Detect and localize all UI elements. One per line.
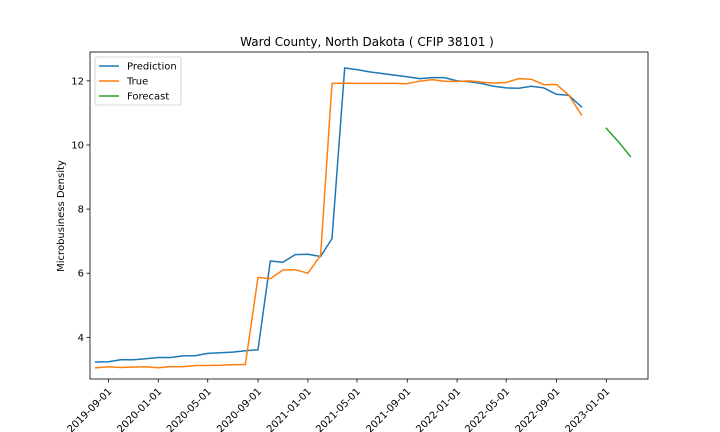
series-lines bbox=[94, 67, 632, 369]
y-axis-label: Microbusiness Density bbox=[56, 160, 67, 272]
legend-label-true: True bbox=[126, 77, 148, 88]
y-tick-label: 8 bbox=[78, 205, 84, 216]
legend: Prediction True Forecast bbox=[94, 56, 182, 106]
y-tick-label: 10 bbox=[71, 140, 84, 151]
legend-label-prediction: Prediction bbox=[127, 62, 177, 73]
legend-label-forecast: Forecast bbox=[127, 92, 169, 103]
legend-entries: Prediction True Forecast bbox=[99, 62, 177, 103]
chart-title: Ward County, North Dakota ( CFIP 38101 ) bbox=[240, 35, 494, 49]
legend-box bbox=[94, 56, 182, 106]
y-tick-label: 12 bbox=[71, 76, 84, 87]
series-line-true bbox=[94, 77, 583, 369]
y-tick-label: 6 bbox=[78, 269, 84, 280]
series-line-forecast bbox=[605, 127, 632, 158]
y-axis-ticks: 4 6 8 10 12 bbox=[71, 76, 90, 344]
series-line-prediction bbox=[94, 67, 583, 363]
y-tick-label: 4 bbox=[78, 333, 84, 344]
plot-area-frame bbox=[89, 51, 649, 380]
